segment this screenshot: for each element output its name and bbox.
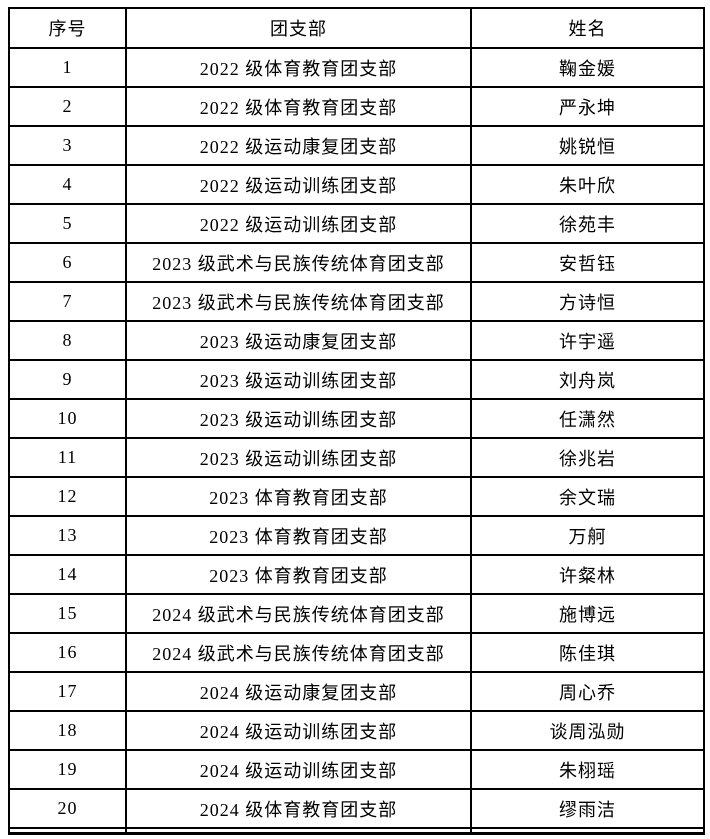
table-row: 16 2024 级武术与民族传统体育团支部 陈佳琪 [8,632,705,673]
table-row: 14 2023 体育教育团支部 许粲林 [8,554,705,595]
row-number-cell: 6 [8,242,127,283]
branch-cell: 2024 级体育教育团支部 [125,788,472,829]
table-row: 18 2024 级运动训练团支部 谈周泓勋 [8,710,705,751]
row-number-cell: 18 [8,710,127,751]
table-row: 11 2023 级运动训练团支部 徐兆岩 [8,437,705,478]
name-cell: 缪雨洁 [470,788,705,829]
table-row: 9 2023 级运动训练团支部 刘舟岚 [8,359,705,400]
row-number-cell: 20 [8,788,127,829]
branch-cell: 2024 级武术与民族传统体育团支部 [125,632,472,673]
name-cell: 任潇然 [470,398,705,439]
name-cell: 陈佳琪 [470,632,705,673]
table-row: 6 2023 级武术与民族传统体育团支部 安哲钰 [8,242,705,283]
table-row: 2 2022 级体育教育团支部 严永坤 [8,86,705,127]
col-header-branch: 团支部 [125,7,472,49]
table-row: 5 2022 级运动训练团支部 徐苑丰 [8,203,705,244]
table-row: 13 2023 体育教育团支部 万舸 [8,515,705,556]
branch-cell: 2023 级武术与民族传统体育团支部 [125,242,472,283]
row-number-cell: 1 [8,47,127,88]
row-number-cell: 5 [8,203,127,244]
branch-cell: 2023 级运动训练团支部 [125,359,472,400]
table-row: 7 2023 级武术与民族传统体育团支部 方诗恒 [8,281,705,322]
table-row: 10 2023 级运动训练团支部 任潇然 [8,398,705,439]
name-cell: 刘舟岚 [470,359,705,400]
branch-cell: 2024 级运动训练团支部 [125,710,472,751]
branch-cell: 2022 级体育教育团支部 [125,47,472,88]
branch-cell: 2022 级运动康复团支部 [125,125,472,166]
col-header-index: 序号 [8,7,127,49]
name-cell [470,827,705,835]
table-row: 15 2024 级武术与民族传统体育团支部 施博远 [8,593,705,634]
row-number-cell: 12 [8,476,127,517]
name-cell: 朱叶欣 [470,164,705,205]
clipped-row [8,827,705,835]
branch-cell: 2024 级运动康复团支部 [125,671,472,712]
row-number-cell: 10 [8,398,127,439]
branch-cell [125,827,472,835]
branch-cell: 2023 体育教育团支部 [125,476,472,517]
row-number-cell: 13 [8,515,127,556]
row-number-cell [8,827,127,835]
branch-cell: 2022 级运动训练团支部 [125,164,472,205]
name-cell: 鞠金媛 [470,47,705,88]
row-number-cell: 15 [8,593,127,634]
name-cell: 姚锐恒 [470,125,705,166]
name-cell: 朱栩瑶 [470,749,705,790]
name-cell: 周心乔 [470,671,705,712]
table-row: 8 2023 级运动康复团支部 许宇遥 [8,320,705,361]
table-row: 1 2022 级体育教育团支部 鞠金媛 [8,47,705,88]
name-cell: 万舸 [470,515,705,556]
table-row: 3 2022 级运动康复团支部 姚锐恒 [8,125,705,166]
name-cell: 谈周泓勋 [470,710,705,751]
roster-table: 序号 团支部 姓名 1 2022 级体育教育团支部 鞠金媛 2 2022 级体育教育团支… [8,7,705,835]
row-number-cell: 19 [8,749,127,790]
table-row: 12 2023 体育教育团支部 余文瑞 [8,476,705,517]
name-cell: 严永坤 [470,86,705,127]
row-number-cell: 17 [8,671,127,712]
row-number-cell: 2 [8,86,127,127]
col-header-name: 姓名 [470,7,705,49]
row-number-cell: 9 [8,359,127,400]
branch-cell: 2023 级运动康复团支部 [125,320,472,361]
branch-cell: 2022 级体育教育团支部 [125,86,472,127]
row-number-cell: 4 [8,164,127,205]
name-cell: 方诗恒 [470,281,705,322]
branch-cell: 2023 体育教育团支部 [125,515,472,556]
row-number-cell: 3 [8,125,127,166]
name-cell: 许宇遥 [470,320,705,361]
branch-cell: 2023 级运动训练团支部 [125,437,472,478]
table-row: 19 2024 级运动训练团支部 朱栩瑶 [8,749,705,790]
branch-cell: 2024 级武术与民族传统体育团支部 [125,593,472,634]
branch-cell: 2023 级武术与民族传统体育团支部 [125,281,472,322]
row-number-cell: 8 [8,320,127,361]
branch-cell: 2022 级运动训练团支部 [125,203,472,244]
row-number-cell: 16 [8,632,127,673]
table-row: 4 2022 级运动训练团支部 朱叶欣 [8,164,705,205]
name-cell: 安哲钰 [470,242,705,283]
name-cell: 余文瑞 [470,476,705,517]
branch-cell: 2024 级运动训练团支部 [125,749,472,790]
row-number-cell: 14 [8,554,127,595]
branch-cell: 2023 体育教育团支部 [125,554,472,595]
name-cell: 徐兆岩 [470,437,705,478]
row-number-cell: 11 [8,437,127,478]
name-cell: 施博远 [470,593,705,634]
table-row: 20 2024 级体育教育团支部 缪雨洁 [8,788,705,829]
branch-cell: 2023 级运动训练团支部 [125,398,472,439]
header-row: 序号 团支部 姓名 [8,7,705,49]
name-cell: 徐苑丰 [470,203,705,244]
name-cell: 许粲林 [470,554,705,595]
row-number-cell: 7 [8,281,127,322]
table-row: 17 2024 级运动康复团支部 周心乔 [8,671,705,712]
